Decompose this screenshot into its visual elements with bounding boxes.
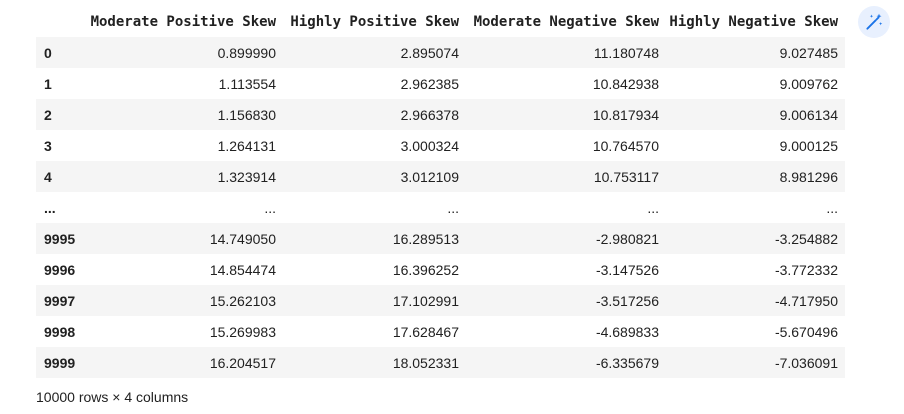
table-row: 9995 14.749050 16.289513 -2.980821 -3.25… (36, 223, 845, 254)
table-cell: 9.000125 (779, 137, 838, 154)
row-index: 0 (44, 44, 52, 61)
table-cell: -2.980821 (595, 230, 659, 247)
table-cell: 3.000324 (400, 137, 459, 154)
table-cell: 14.749050 (209, 230, 276, 247)
table-row: 9997 15.262103 17.102991 -3.517256 -4.71… (36, 285, 845, 316)
row-index: 2 (44, 106, 52, 123)
table-cell: 2.962385 (400, 75, 459, 92)
row-index: 9999 (44, 354, 76, 371)
table-row: 2 1.156830 2.966378 10.817934 9.006134 (36, 99, 845, 130)
table-row: 9999 16.204517 18.052331 -6.335679 -7.03… (36, 347, 845, 378)
row-index: ... (44, 199, 56, 216)
table-cell: 17.628467 (392, 323, 459, 340)
table-cell: 1.323914 (217, 168, 276, 185)
table-cell: 15.269983 (209, 323, 276, 340)
table-cell: 10.764570 (592, 137, 659, 154)
table-cell: 2.966378 (400, 106, 459, 123)
column-header: Highly Negative Skew (669, 13, 838, 30)
table-cell: -3.772332 (774, 261, 838, 278)
table-cell: ... (264, 199, 276, 216)
header-row: Moderate Positive Skew Highly Positive S… (36, 6, 845, 37)
column-header: Highly Positive Skew (290, 13, 459, 30)
table-cell: 11.180748 (593, 44, 659, 61)
table-cell: 1.156830 (217, 106, 276, 123)
table-cell: -5.670496 (774, 323, 838, 340)
suggest-charts-button[interactable] (858, 6, 890, 38)
table-cell: 9.006134 (779, 106, 838, 123)
table-cell: 9.009762 (779, 75, 838, 92)
column-header: Moderate Negative Skew (473, 13, 659, 30)
ellipsis-row: ... ... ... ... ... (36, 192, 845, 223)
dataframe-output: Moderate Positive Skew Highly Positive S… (36, 6, 845, 378)
row-index: 9995 (44, 230, 76, 247)
table-row: 0 0.899990 2.895074 11.180748 9.027485 (36, 37, 845, 68)
table-cell: 1.264131 (217, 137, 276, 154)
table-cell: -3.147526 (595, 261, 659, 278)
row-index: 3 (44, 137, 52, 154)
table-cell: 3.012109 (400, 168, 459, 185)
table-row: 1 1.113554 2.962385 10.842938 9.009762 (36, 68, 845, 99)
table-cell: -3.517256 (595, 292, 659, 309)
row-index: 9997 (44, 292, 76, 309)
table-cell: 9.027485 (779, 44, 838, 61)
dataframe-table: Moderate Positive Skew Highly Positive S… (36, 6, 845, 378)
table-cell: 16.289513 (392, 230, 459, 247)
table-cell: 16.204517 (209, 354, 276, 371)
table-cell: -3.254882 (774, 230, 838, 247)
table-row: 3 1.264131 3.000324 10.764570 9.000125 (36, 130, 845, 161)
table-cell: 0.899990 (217, 44, 276, 61)
magic-wand-icon (866, 13, 883, 30)
table-cell: ... (647, 199, 659, 216)
table-cell: -6.335679 (595, 354, 659, 371)
table-cell: ... (826, 199, 838, 216)
column-header: Moderate Positive Skew (90, 13, 276, 30)
row-index: 9996 (44, 261, 76, 278)
table-cell: ... (447, 199, 459, 216)
row-index: 9998 (44, 323, 76, 340)
table-cell: 10.842938 (592, 75, 659, 92)
index-header (36, 6, 82, 37)
table-cell: 10.753117 (593, 168, 659, 185)
dataframe-shape-text: 10000 rows × 4 columns (36, 389, 189, 405)
table-cell: 16.396252 (392, 261, 459, 278)
row-index: 1 (44, 75, 52, 92)
table-cell: 10.817934 (592, 106, 659, 123)
table-cell: 1.113554 (218, 75, 276, 92)
table-cell: -4.689833 (595, 323, 659, 340)
table-row: 4 1.323914 3.012109 10.753117 8.981296 (36, 161, 845, 192)
table-cell: 14.854474 (209, 261, 276, 278)
row-index: 4 (44, 168, 52, 185)
table-cell: -4.717950 (774, 292, 838, 309)
table-cell: 8.981296 (779, 168, 838, 185)
table-cell: 17.102991 (392, 292, 459, 309)
table-row: 9998 15.269983 17.628467 -4.689833 -5.67… (36, 316, 845, 347)
table-cell: 18.052331 (392, 354, 459, 371)
table-cell: -7.036091 (774, 354, 838, 371)
table-row: 9996 14.854474 16.396252 -3.147526 -3.77… (36, 254, 845, 285)
table-cell: 2.895074 (400, 44, 459, 61)
table-cell: 15.262103 (209, 292, 276, 309)
